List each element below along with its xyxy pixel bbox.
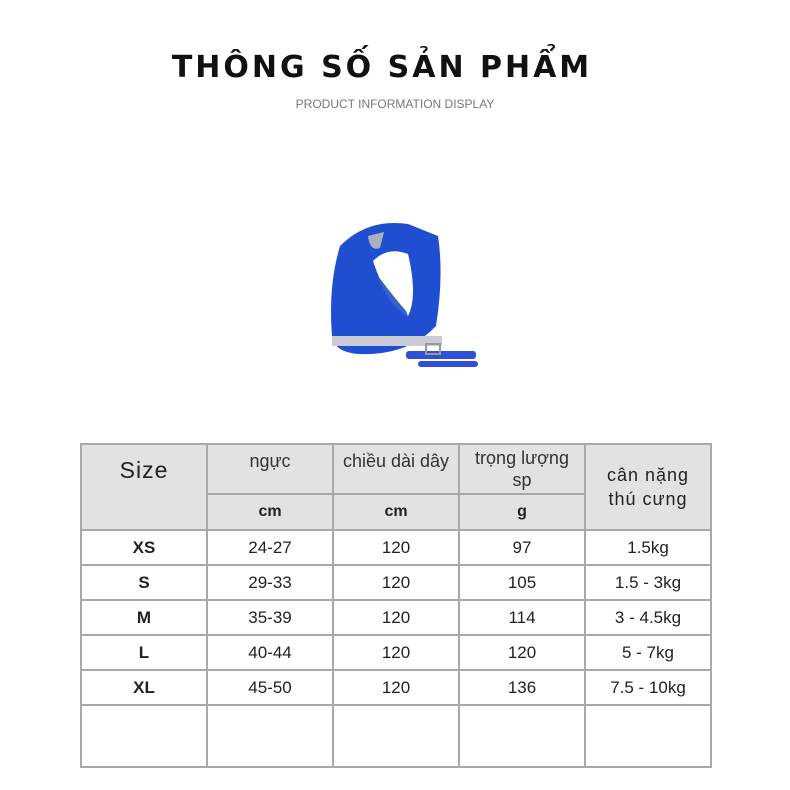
table-row: XL 45-50 120 136 7.5 - 10kg [80,669,712,706]
table-row: M 35-39 120 114 3 - 4.5kg [80,599,712,636]
leash-2 [418,361,478,367]
cell-size: M [80,599,208,636]
cell-size: L [80,634,208,671]
cell-pet: 5 - 7kg [584,634,712,671]
cell-weight: 105 [458,564,586,601]
cell-size: XL [80,669,208,706]
cell-chest: 35-39 [206,599,334,636]
cell-pet: 7.5 - 10kg [584,669,712,706]
cell-leash: 120 [332,564,460,601]
badge [368,232,384,249]
header-weight-line1: trọng lượng [475,448,569,468]
empty-row [80,704,712,768]
cell-weight: 120 [458,634,586,671]
header-weight: trọng lượng sp [458,443,586,495]
leash-clip [425,343,441,355]
cell-pet: 1.5 - 3kg [584,564,712,601]
reflective-strip [332,336,442,346]
cell-pet: 1.5kg [584,529,712,566]
unit-weight: g [458,493,586,531]
header-leash-length: chiều dài dây [332,443,460,495]
cell-leash: 120 [332,529,460,566]
cell-weight: 136 [458,669,586,706]
harness-inner [378,276,408,316]
cell-chest: 29-33 [206,564,334,601]
cell-chest: 40-44 [206,634,334,671]
table-row: XS 24-27 120 97 1.5kg [80,529,712,566]
cell-weight: 97 [458,529,586,566]
cell-pet: 3 - 4.5kg [584,599,712,636]
cell-chest: 45-50 [206,669,334,706]
table-row: L 40-44 120 120 5 - 7kg [80,634,712,671]
header-weight-line2: sp [512,470,532,490]
header-pet-line2: thú cưng [608,489,688,509]
cell-size: XS [80,529,208,566]
table-row: S 29-33 120 105 1.5 - 3kg [80,564,712,601]
header-chest: ngực [206,443,334,495]
cell-leash: 120 [332,669,460,706]
cell-leash: 120 [332,634,460,671]
page-subtitle: PRODUCT INFORMATION DISPLAY [295,97,495,111]
unit-chest: cm [206,493,334,531]
header-pet-line1: cân nặng [606,465,690,485]
cell-leash: 120 [332,599,460,636]
cell-chest: 24-27 [206,529,334,566]
cell-size: S [80,564,208,601]
unit-leash: cm [332,493,460,531]
page-title: THÔNG SỐ SẢN PHẨM [171,50,593,85]
harness-opening [373,251,413,316]
size-table: Size ngực chiều dài dây trọng lượng sp câ… [80,443,712,768]
header-pet-weight: cân nặng thú cưng [584,443,712,531]
header-size: Size [80,443,208,531]
cell-weight: 114 [458,599,586,636]
product-image [331,222,478,367]
